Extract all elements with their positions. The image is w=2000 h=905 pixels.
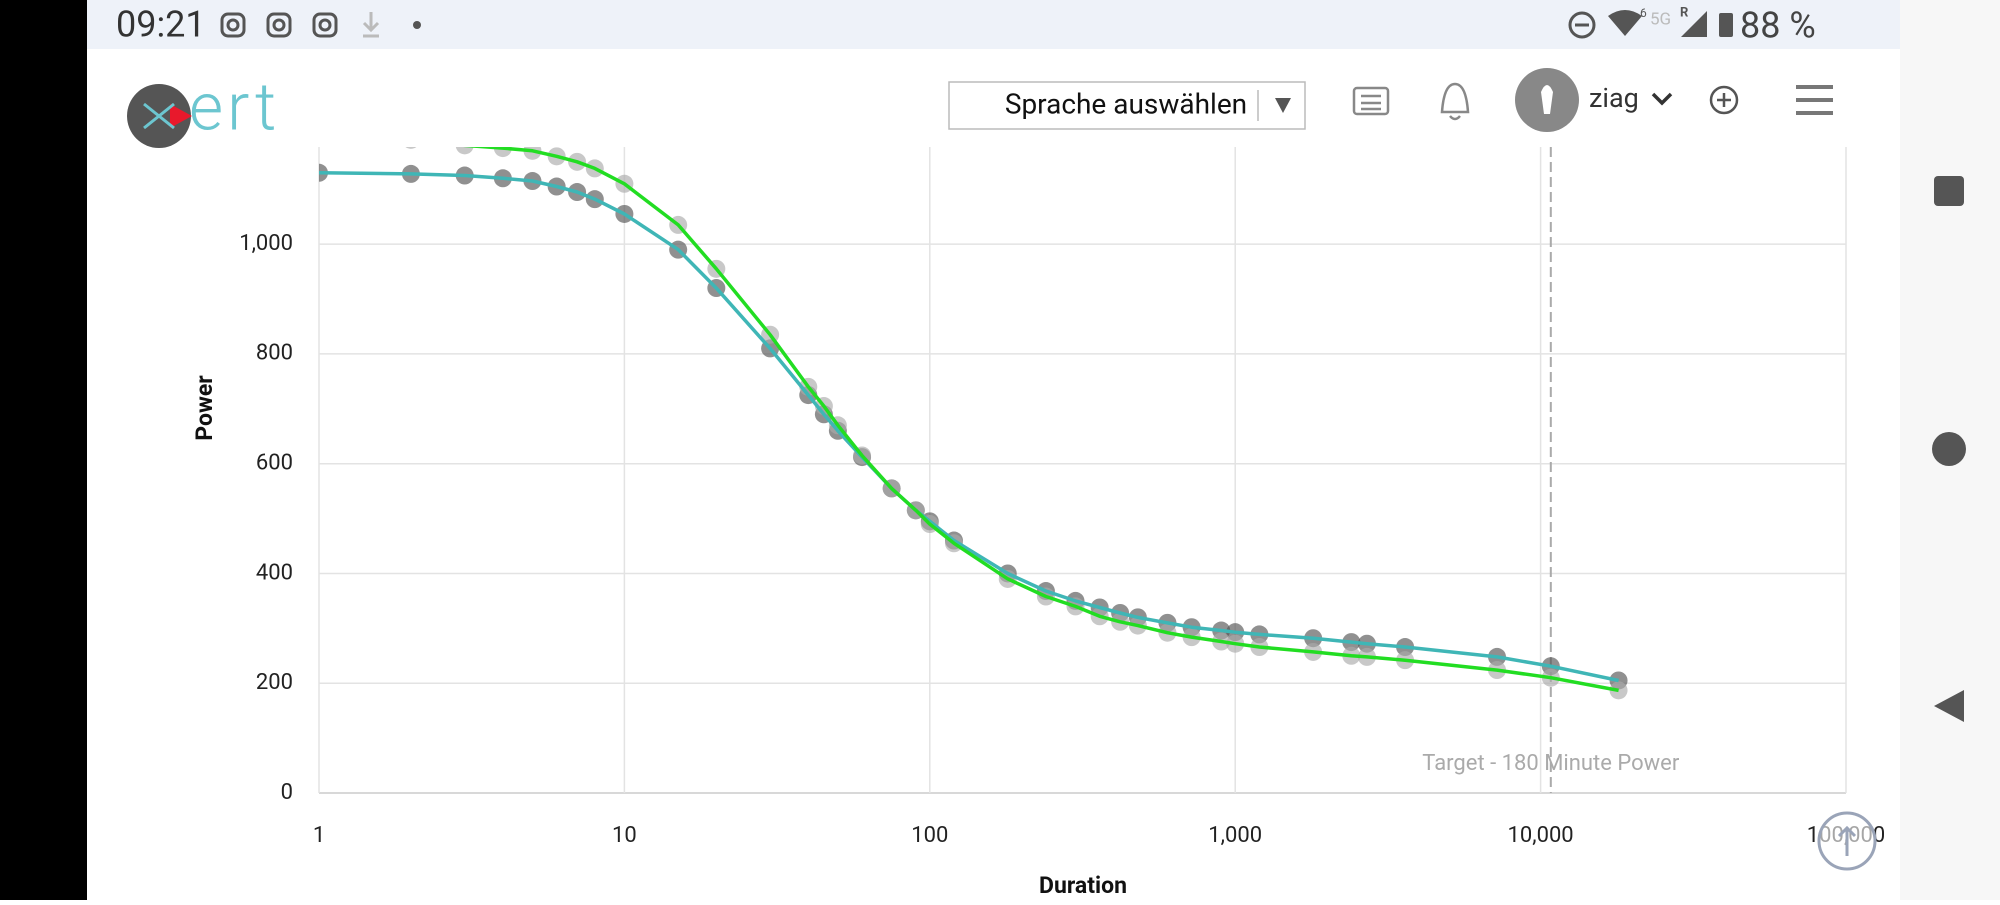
y-tick-label: 200 <box>256 670 293 695</box>
target-label: Target - 180 Minute Power <box>1422 751 1680 776</box>
username[interactable]: ziag <box>1589 82 1639 114</box>
bell-icon[interactable] <box>1440 82 1470 121</box>
y-axis-label: Power <box>191 375 218 441</box>
logo-text[interactable]: ert <box>189 69 280 146</box>
add-plus <box>1717 93 1731 107</box>
battery-level: 88 % <box>1740 5 1816 47</box>
series-line <box>463 147 1619 693</box>
avatar-glyph <box>1541 85 1553 114</box>
network-label: 5G <box>1650 9 1671 29</box>
language-select[interactable] <box>948 81 1306 130</box>
logo-x <box>143 102 175 130</box>
roaming-label: R <box>1680 5 1689 20</box>
data-point <box>405 147 417 149</box>
y-tick-label: 600 <box>256 451 293 476</box>
y-tick-label: 1,000 <box>239 231 293 256</box>
recents-button[interactable] <box>1934 176 1964 206</box>
x-tick-label: 10 <box>612 823 637 848</box>
series-line <box>319 171 1619 683</box>
signal-icon <box>1681 11 1707 37</box>
more-dot <box>413 21 421 29</box>
add-button[interactable] <box>1709 85 1739 115</box>
notification-icons <box>220 12 380 38</box>
x-tick-label: 1 <box>313 823 325 848</box>
plot-area <box>319 147 1628 793</box>
scroll-top-arrow <box>1837 825 1857 856</box>
clock: 09:21 <box>116 4 206 46</box>
plot: 02004006008001,0001101001,00010,000100,0… <box>191 147 1885 899</box>
news-icon[interactable] <box>1352 86 1390 116</box>
dnd-icon <box>1568 11 1596 39</box>
user-menu-chevron[interactable] <box>1651 92 1673 106</box>
wifi-icon <box>1608 10 1642 36</box>
y-tick-label: 400 <box>256 560 293 585</box>
left-edge <box>0 0 87 900</box>
wifi-badge: 6 <box>1640 6 1647 20</box>
select-arrow <box>1275 98 1291 113</box>
status-bar <box>87 0 1900 49</box>
x-tick-label: 1,000 <box>1208 823 1262 848</box>
x-axis-label: Duration <box>1039 872 1127 899</box>
language-select-label: Sprache auswählen <box>1005 87 1247 120</box>
y-tick-label: 0 <box>281 780 293 805</box>
back-button[interactable] <box>1934 690 1964 722</box>
home-button[interactable] <box>1932 432 1966 466</box>
data-point <box>455 147 474 155</box>
x-tick-label: 10,000 <box>1508 823 1574 848</box>
x-tick-label: 100 <box>911 823 948 848</box>
menu-button[interactable] <box>1796 85 1833 115</box>
logo-accent <box>170 104 192 128</box>
y-tick-label: 800 <box>256 341 293 366</box>
battery-icon <box>1719 13 1733 37</box>
